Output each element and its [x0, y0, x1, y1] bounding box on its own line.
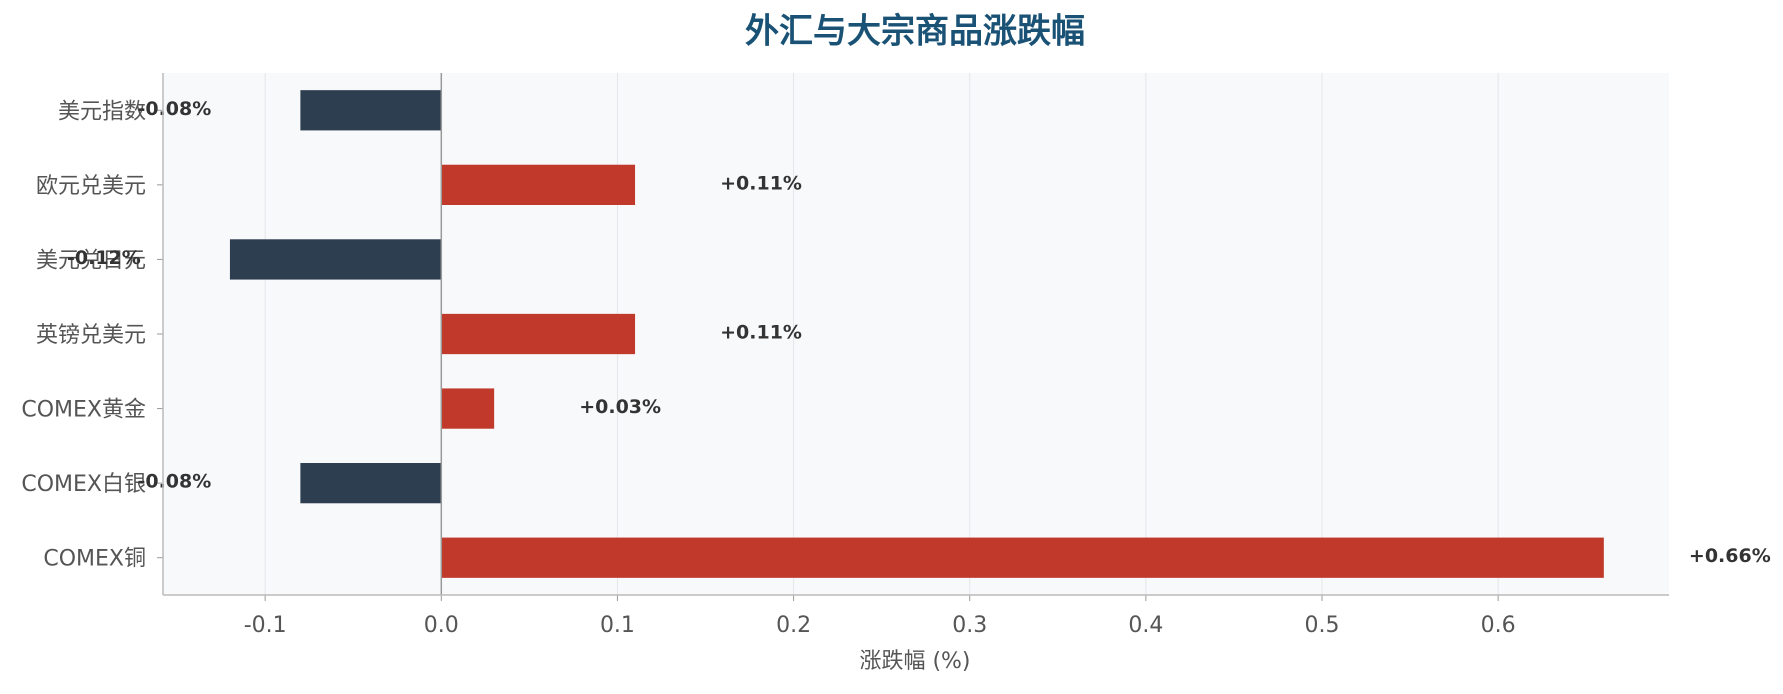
y-tick-label: 欧元兑美元	[36, 174, 146, 199]
y-tick-label: 美元兑日元	[36, 248, 146, 273]
x-axis-label: 涨跌幅 (%)	[859, 649, 970, 674]
y-tick-label: 英镑兑美元	[36, 323, 146, 348]
x-tick-label: 0.4	[1128, 613, 1163, 638]
bar	[300, 463, 442, 504]
y-tick-label: COMEX白银	[21, 472, 146, 497]
x-tick-label: 0.5	[1305, 613, 1340, 638]
x-tick-label: -0.1	[244, 613, 287, 638]
value-label: +0.66%	[1689, 545, 1771, 567]
x-tick-label: 0.3	[952, 613, 987, 638]
x-tick-label: 0.0	[424, 613, 459, 638]
value-label: -0.12%	[67, 247, 141, 269]
bar	[300, 90, 442, 131]
value-label: +0.03%	[579, 396, 661, 418]
y-tick-label: 美元指数	[58, 99, 146, 124]
y-tick-label: COMEX铜	[43, 547, 146, 572]
value-label: -0.08%	[137, 98, 211, 120]
plot-area	[163, 73, 1669, 595]
x-tick-label: 0.1	[600, 613, 635, 638]
value-label: -0.08%	[137, 471, 211, 493]
x-tick-label: 0.6	[1481, 613, 1516, 638]
bar	[441, 313, 636, 355]
value-label: +0.11%	[720, 172, 802, 194]
value-label: +0.11%	[720, 322, 802, 344]
bar	[441, 537, 1604, 578]
bar	[229, 239, 442, 280]
chart-title: 外汇与大宗商品涨跌幅	[745, 12, 1085, 52]
bar	[441, 388, 495, 429]
bar	[441, 164, 636, 205]
y-tick-label: COMEX黄金	[21, 398, 146, 423]
x-tick-label: 0.2	[776, 613, 811, 638]
